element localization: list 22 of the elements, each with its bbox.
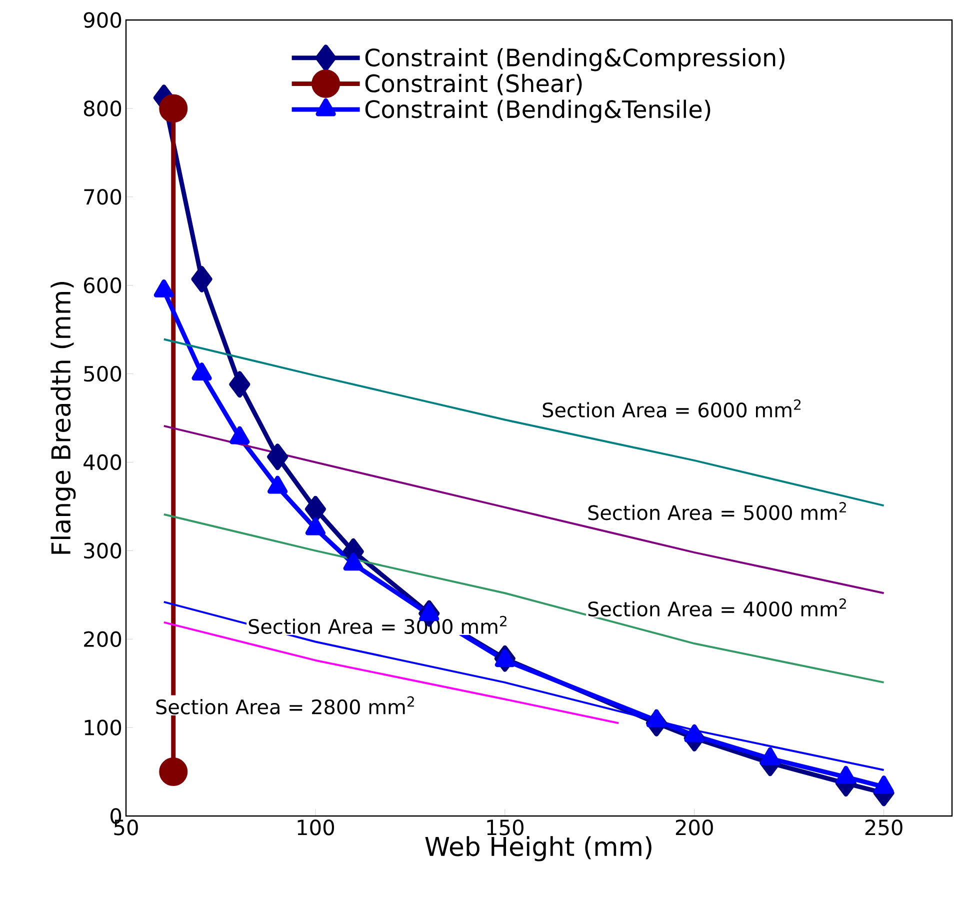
y-tick-label: 200: [84, 631, 122, 648]
annotation: Section Area = 4000 mm$^{2}$: [588, 598, 846, 617]
y-axis-title: Flange Breadth (mm): [50, 282, 76, 554]
x-tick-label: 100: [298, 820, 334, 836]
annotation: Section Area = 5000 mm$^{2}$: [588, 502, 846, 520]
y-tick-label: 500: [84, 366, 122, 382]
x-tick-label: 200: [676, 820, 713, 836]
y-tick-label: 700: [84, 188, 122, 205]
y-tick-label: 900: [84, 12, 122, 28]
x-tick-label: 250: [865, 820, 902, 836]
y-tick-label: 600: [84, 277, 122, 294]
y-tick-label: 100: [84, 720, 122, 736]
annotation: Section Area = 2800 mm$^{2}$: [156, 696, 414, 714]
legend-label: Constraint (Bending&Tensile): [365, 100, 710, 123]
y-tick-label: 400: [84, 454, 122, 470]
x-tick-label: 150: [487, 820, 524, 836]
y-tick-label: 300: [84, 542, 122, 559]
legend-label: Constraint (Shear): [365, 74, 582, 96]
annotation: Section Area = 6000 mm$^{2}$: [542, 399, 801, 418]
y-tick-label: 800: [84, 100, 122, 116]
legend-label: Constraint (Bending&Compression): [365, 48, 784, 72]
x-axis-title: Web Height (mm): [425, 836, 652, 862]
